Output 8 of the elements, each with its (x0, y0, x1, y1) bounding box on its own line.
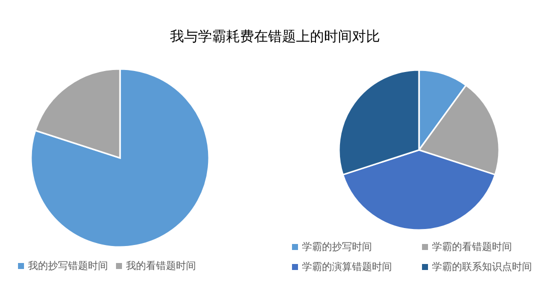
legend-label: 学霸的演算错题时间 (302, 260, 392, 274)
legend-label: 我的抄写错题时间 (28, 260, 108, 273)
legend-label: 学霸的看错题时间 (432, 240, 512, 254)
legend-label: 我的看错题时间 (126, 260, 196, 273)
text: 我与学霸耗费在错题上的时间对比 (169, 28, 381, 46)
pie-slice (30, 68, 210, 248)
legend-label: 学霸的联系知识点时间 (432, 260, 532, 274)
legend-label: 学霸的抄写时间 (302, 240, 372, 254)
